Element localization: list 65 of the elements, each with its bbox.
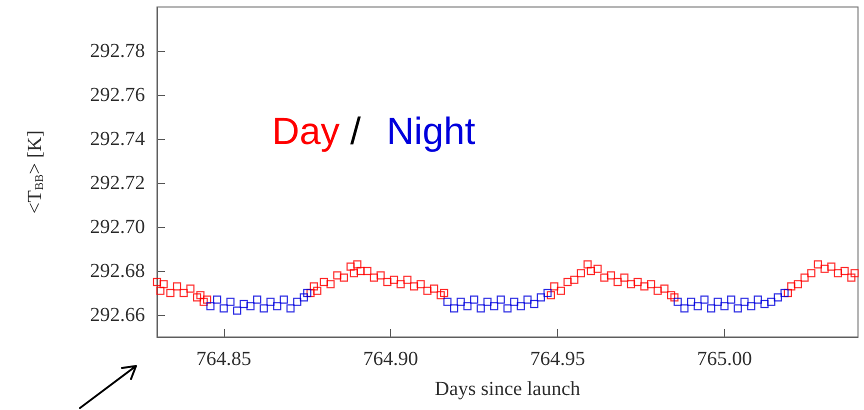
point — [280, 296, 288, 304]
point — [266, 298, 275, 306]
x-tick-label: 764.85 — [196, 348, 252, 370]
point — [516, 302, 525, 310]
point — [700, 296, 709, 304]
point — [747, 302, 756, 310]
point — [220, 304, 228, 312]
point — [463, 302, 472, 310]
point — [680, 304, 689, 312]
point — [707, 304, 716, 312]
point — [780, 288, 789, 298]
point — [543, 288, 552, 298]
y-tick-label: 292.68 — [90, 260, 145, 282]
x-tick-label: 764.95 — [530, 348, 586, 370]
point — [734, 304, 742, 312]
point — [253, 296, 262, 304]
point — [293, 298, 302, 306]
point — [476, 304, 485, 312]
point — [503, 304, 512, 312]
point — [212, 296, 222, 304]
x-tick-label: 764.90 — [363, 348, 418, 370]
point — [714, 298, 722, 306]
point — [523, 296, 532, 304]
annotation: / — [350, 111, 362, 153]
point — [694, 302, 702, 310]
point — [483, 298, 492, 306]
point — [233, 306, 242, 315]
point — [240, 300, 248, 308]
point — [443, 298, 452, 306]
x-tick-label: 765.00 — [696, 348, 752, 370]
point — [727, 296, 736, 304]
point — [206, 302, 215, 310]
x-axis-title: Days since launch — [434, 378, 580, 400]
point — [536, 293, 545, 302]
point — [303, 288, 312, 298]
y-tick-label: 292.76 — [90, 84, 145, 106]
point — [496, 296, 505, 304]
point — [686, 298, 696, 306]
y-tick-label: 292.70 — [90, 216, 145, 238]
point — [490, 302, 498, 310]
y-tick-label: 292.66 — [90, 304, 145, 326]
point — [226, 298, 235, 306]
point — [530, 300, 538, 308]
point — [510, 298, 518, 306]
point — [260, 304, 268, 312]
point — [273, 302, 282, 310]
text: Night — [386, 111, 476, 153]
y-tick-label: 292.74 — [90, 128, 145, 150]
point — [456, 298, 465, 306]
point — [450, 304, 458, 312]
point — [300, 293, 308, 302]
point — [246, 302, 255, 310]
y-tick-label: 292.72 — [90, 172, 145, 194]
point — [720, 302, 729, 310]
point — [774, 293, 782, 302]
point — [767, 298, 776, 306]
y-axis-title: <TBB> [K] — [24, 130, 46, 214]
point — [470, 296, 478, 304]
y-tick-label: 292.78 — [90, 40, 145, 62]
point — [674, 298, 682, 306]
point — [754, 296, 762, 304]
point — [760, 300, 769, 308]
text: Day — [272, 111, 340, 153]
point — [286, 304, 295, 312]
point — [740, 298, 749, 306]
